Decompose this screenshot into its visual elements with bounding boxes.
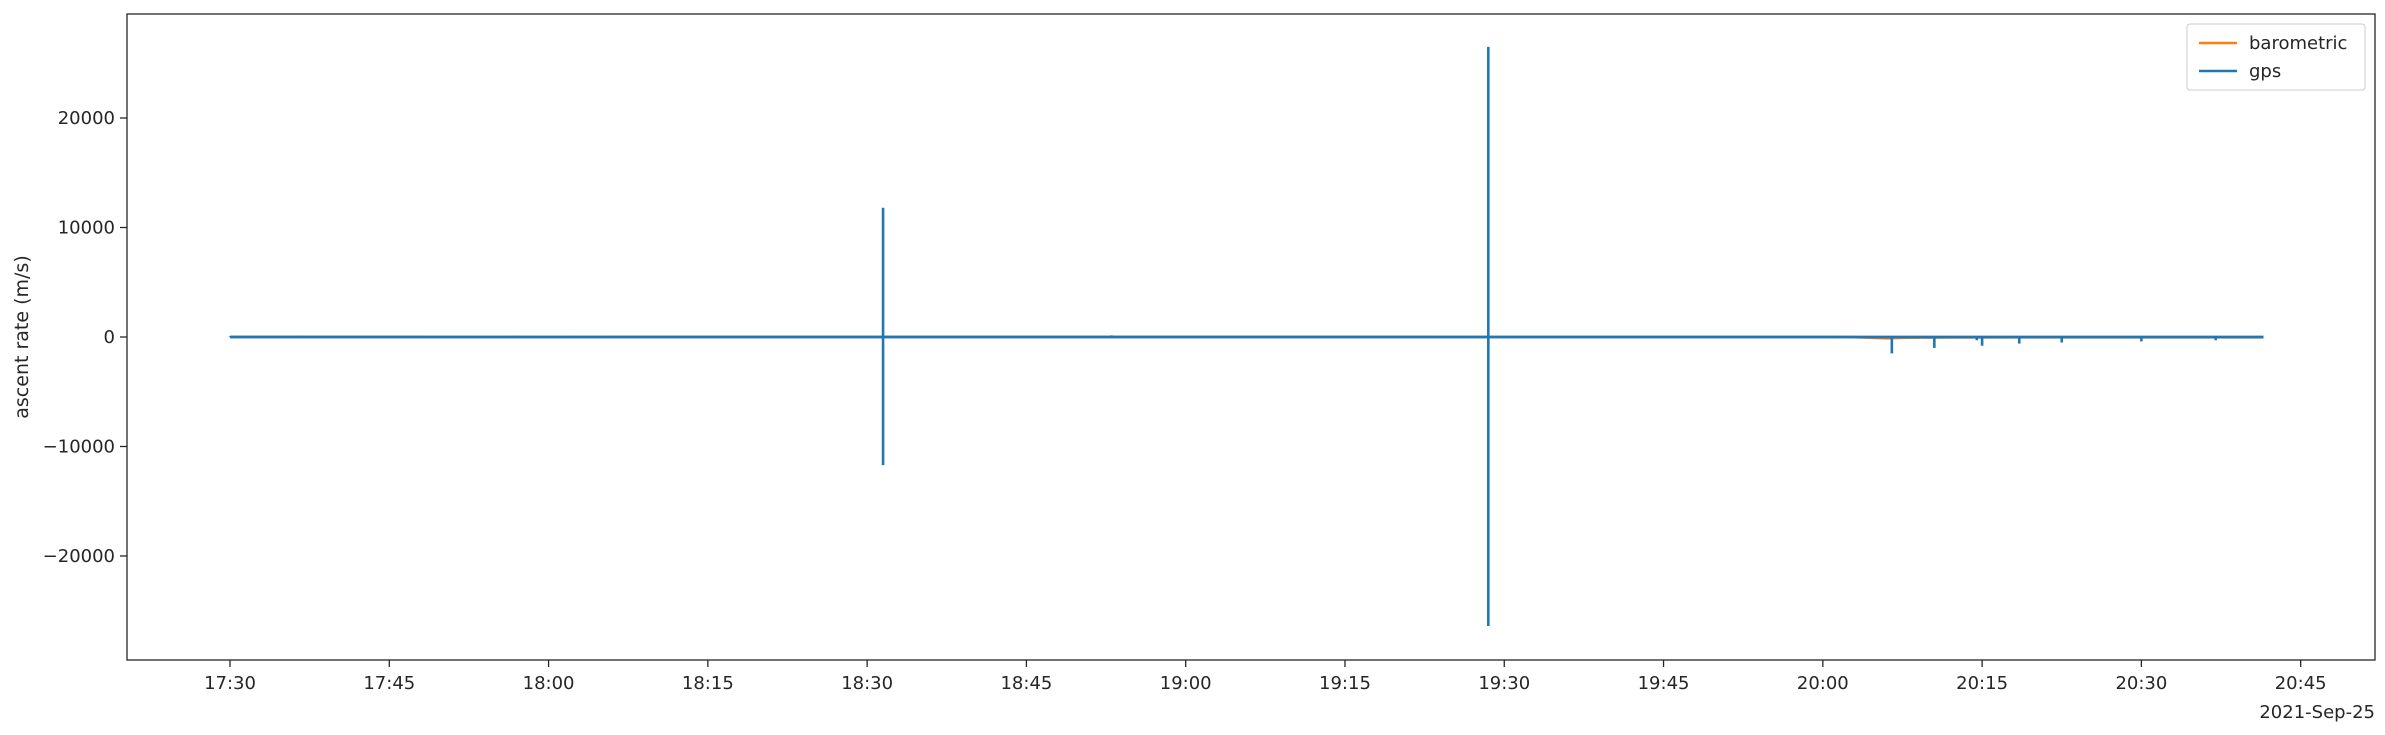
x-tick-label: 18:30 (841, 673, 893, 694)
y-tick-label: 10000 (58, 218, 115, 239)
y-tick-label: 20000 (58, 108, 115, 129)
x-tick-label: 20:15 (1956, 673, 2008, 694)
legend-label-gps: gps (2249, 61, 2281, 82)
x-tick-label: 19:30 (1478, 673, 1530, 694)
legend: barometric gps (2186, 23, 2366, 91)
y-tick-label: 0 (104, 327, 115, 348)
x-tick-label: 19:45 (1638, 673, 1690, 694)
x-tick-label: 17:30 (204, 673, 256, 694)
legend-box (2186, 23, 2366, 91)
x-tick-label: 19:00 (1160, 673, 1212, 694)
x-tick-label: 19:15 (1319, 673, 1371, 694)
x-tick-label: 20:00 (1797, 673, 1849, 694)
y-tick-label: −20000 (43, 546, 115, 567)
x-tick-label: 20:30 (2115, 673, 2167, 694)
x-tick-label: 17:45 (363, 673, 415, 694)
legend-label-barometric: barometric (2249, 33, 2347, 54)
y-axis-label: ascent rate (m/s) (11, 255, 33, 418)
x-tick-label: 18:45 (1000, 673, 1052, 694)
y-tick-label: −10000 (43, 436, 115, 457)
x-tick-label: 18:15 (682, 673, 734, 694)
x-tick-label: 18:00 (523, 673, 575, 694)
x-axis-date-offset: 2021-Sep-25 (2259, 702, 2375, 723)
x-tick-label: 20:45 (2275, 673, 2327, 694)
